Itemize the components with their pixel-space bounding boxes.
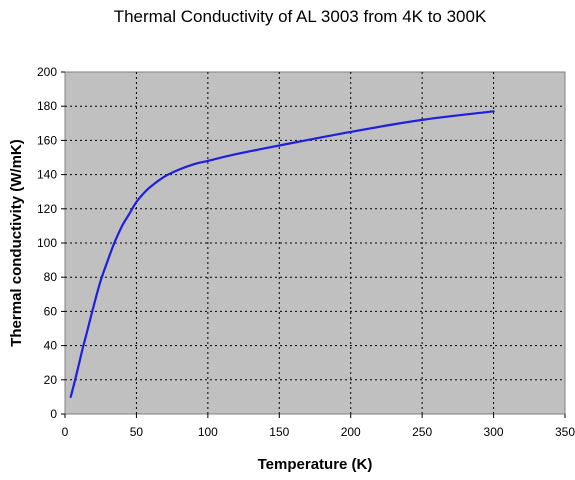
x-tick-label: 300 <box>484 425 504 439</box>
y-tick-label: 40 <box>44 339 58 353</box>
y-tick-label: 160 <box>37 133 57 147</box>
x-tick-label: 150 <box>269 425 289 439</box>
x-tick-label: 250 <box>412 425 432 439</box>
y-tick-label: 80 <box>44 270 58 284</box>
y-tick-label: 20 <box>44 373 58 387</box>
y-tick-label: 100 <box>37 236 57 250</box>
x-tick-label: 50 <box>130 425 144 439</box>
y-tick-label: 120 <box>37 202 57 216</box>
y-tick-label: 180 <box>37 99 57 113</box>
y-axis-title: Thermal conductivity (W/mK) <box>8 139 25 347</box>
chart-title: Thermal Conductivity of AL 3003 from 4K … <box>114 7 487 26</box>
x-tick-label: 200 <box>341 425 361 439</box>
x-tick-label: 100 <box>198 425 218 439</box>
y-tick-label: 200 <box>37 65 57 79</box>
y-tick-label: 0 <box>50 407 57 421</box>
y-tick-label: 140 <box>37 168 57 182</box>
y-tick-label: 60 <box>44 304 58 318</box>
x-axis-title: Temperature (K) <box>258 456 373 473</box>
x-tick-label: 0 <box>62 425 69 439</box>
x-tick-label: 350 <box>555 425 575 439</box>
